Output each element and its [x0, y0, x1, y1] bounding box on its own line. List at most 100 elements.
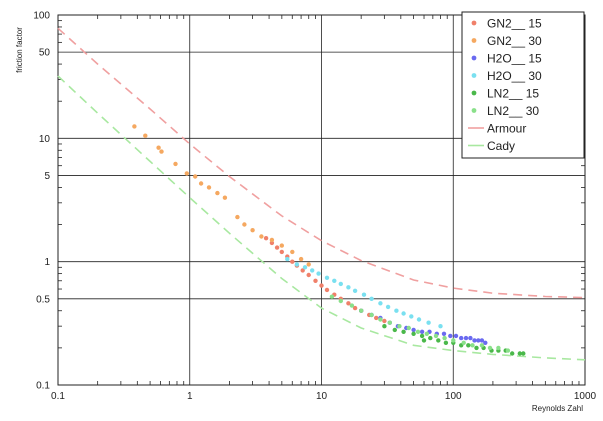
- data-point-ln2-15: [428, 335, 433, 341]
- data-point-ln2-15: [466, 343, 471, 348]
- x-tick-label: 0.1: [51, 391, 65, 402]
- y-tick-label: 5: [44, 171, 50, 182]
- legend-swatch: [471, 20, 477, 26]
- data-point-gn2-30: [269, 237, 275, 243]
- data-point-h2o-30: [332, 278, 337, 283]
- data-point-gn2-15: [263, 236, 269, 241]
- data-point-gn2-30: [279, 243, 284, 248]
- data-point-ln2-30: [461, 340, 466, 345]
- data-point-ln2-30: [505, 348, 511, 353]
- data-point-gn2-30: [298, 256, 304, 262]
- y-tick-label: 1: [44, 257, 50, 268]
- data-point-gn2-15: [313, 278, 318, 283]
- y-tick-label: 0.1: [36, 381, 50, 392]
- data-point-h2o-15: [463, 335, 469, 341]
- data-point-gn2-15: [352, 305, 358, 311]
- data-point-gn2-15: [306, 272, 311, 278]
- data-point-ln2-30: [338, 298, 343, 304]
- data-point-h2o-30: [438, 324, 443, 329]
- data-point-gn2-30: [206, 185, 212, 190]
- data-point-gn2-15: [279, 249, 284, 255]
- data-points: [132, 124, 526, 356]
- data-point-gn2-15: [346, 301, 351, 306]
- legend-swatch: [471, 73, 477, 78]
- data-point-gn2-15: [319, 283, 324, 288]
- data-point-ln2-30: [442, 335, 447, 341]
- legend-label: Cady: [487, 139, 515, 153]
- data-point-h2o-30: [352, 288, 358, 293]
- legend-label: H2O__ 15: [487, 52, 542, 66]
- data-point-ln2-15: [401, 329, 406, 334]
- data-point-ln2-15: [436, 338, 441, 343]
- data-point-ln2-30: [415, 329, 421, 334]
- tick-labels: 0.1 1 10 100 1000 0.1 0.5 1 5 10 50 100: [33, 11, 596, 403]
- y-tick-label: 10: [39, 134, 51, 145]
- legend-swatch: [471, 38, 477, 43]
- data-point-h2o-30: [302, 265, 308, 270]
- legend-label: GN2__ 30: [487, 34, 542, 48]
- legend-swatch: [471, 90, 477, 96]
- data-point-gn2-15: [290, 259, 295, 264]
- data-point-h2o-30: [394, 308, 399, 313]
- data-point-gn2-15: [324, 287, 330, 293]
- data-point-gn2-30: [156, 145, 161, 150]
- data-point-ln2-30: [369, 312, 374, 318]
- data-point-gn2-30: [132, 124, 137, 129]
- data-point-gn2-30: [173, 161, 178, 167]
- x-axis-label: Reynolds Zahl: [532, 404, 583, 413]
- data-point-h2o-30: [285, 256, 290, 262]
- legend-label: LN2__ 30: [487, 104, 539, 118]
- data-point-h2o-30: [316, 271, 321, 276]
- data-point-h2o-15: [411, 327, 416, 333]
- x-tick-label: 1000: [574, 391, 597, 402]
- x-tick-label: 1: [187, 391, 193, 402]
- legend: GN2__ 15 GN2__ 30 H2O__ 15 H2O__ 30 LN2__ 15…: [461, 11, 585, 159]
- data-point-ln2-30: [470, 343, 475, 348]
- legend-box: [461, 11, 585, 159]
- data-point-ln2-30: [451, 338, 456, 343]
- data-point-h2o-30: [310, 268, 315, 273]
- data-point-gn2-30: [222, 195, 228, 200]
- data-point-ln2-30: [349, 303, 355, 308]
- legend-label: H2O__ 30: [487, 69, 542, 83]
- data-point-gn2-15: [374, 315, 379, 321]
- data-point-ln2-30: [479, 343, 485, 348]
- data-point-h2o-15: [453, 333, 459, 339]
- data-point-ln2-30: [378, 317, 383, 322]
- data-point-h2o-15: [483, 340, 488, 345]
- data-point-h2o-15: [468, 335, 473, 341]
- data-point-gn2-30: [215, 190, 220, 196]
- data-point-h2o-30: [338, 281, 343, 287]
- data-point-h2o-30: [369, 296, 374, 301]
- legend-swatch: [471, 55, 477, 61]
- data-point-ln2-30: [329, 294, 335, 299]
- data-point-ln2-15: [510, 351, 515, 356]
- data-point-gn2-15: [382, 318, 387, 324]
- data-point-ln2-15: [443, 340, 449, 345]
- y-axis-label: friction factor: [15, 27, 24, 73]
- y-tick-label: 100: [33, 11, 50, 22]
- data-point-gn2-30: [198, 181, 204, 186]
- series-line-cady: [57, 75, 586, 361]
- data-point-ln2-15: [392, 327, 397, 333]
- legend-label: LN2__ 15: [487, 87, 539, 101]
- data-point-h2o-15: [419, 329, 425, 334]
- curves: [57, 27, 586, 361]
- data-point-ln2-30: [387, 320, 392, 325]
- data-point-h2o-15: [472, 338, 477, 343]
- data-point-gn2-15: [300, 268, 305, 273]
- y-tick-label: 50: [39, 48, 51, 59]
- data-point-h2o-15: [459, 335, 464, 341]
- data-point-ln2-15: [517, 351, 522, 356]
- data-point-ln2-15: [421, 338, 427, 343]
- data-point-ln2-30: [406, 325, 411, 331]
- data-point-h2o-30: [378, 301, 383, 306]
- data-point-gn2-30: [290, 249, 295, 255]
- data-point-ln2-30: [496, 345, 501, 351]
- legend-label: GN2__ 15: [487, 17, 542, 31]
- data-point-gn2-30: [250, 228, 255, 233]
- data-point-gn2-30: [193, 174, 198, 179]
- data-point-h2o-30: [294, 262, 300, 267]
- data-point-h2o-30: [401, 311, 406, 316]
